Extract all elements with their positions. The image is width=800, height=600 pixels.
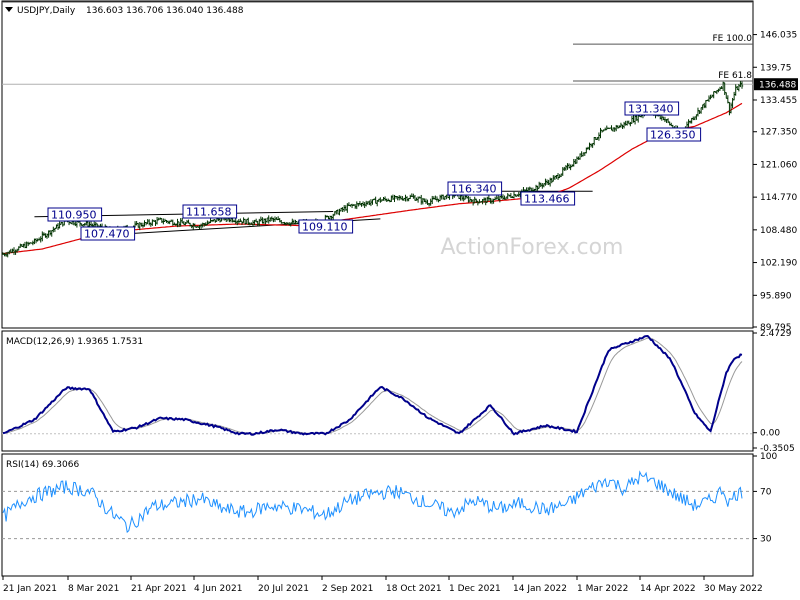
price-y-tick-label: 114.770 xyxy=(760,193,797,203)
annotation-label: 113.466 xyxy=(524,193,570,206)
annotation-box xyxy=(47,207,103,222)
x-tick-label: 14 Jan 2022 xyxy=(513,584,567,594)
x-tick-label: 1 Dec 2021 xyxy=(449,584,501,594)
watermark: ActionForex.com xyxy=(441,235,624,260)
ohlc-bar xyxy=(740,81,744,89)
price-y-tick-label: 127.350 xyxy=(760,128,797,138)
price-axis: 146.035 139.75 133.455 127.350 121.060 114.77… xyxy=(753,31,798,333)
price-y-tick-label: 108.480 xyxy=(760,226,797,236)
annotation-label: 111.658 xyxy=(186,206,232,219)
macd-axis: 2.4729 0.00 -0.3505 xyxy=(753,329,795,454)
price-y-tick-label: 95.890 xyxy=(760,291,792,301)
last-price-badge xyxy=(754,78,798,91)
fib-level-label: FE 100.0 xyxy=(713,0,753,2)
macd-y-tick-label: -0.3505 xyxy=(760,444,795,454)
rsi-title: RSI(14) 69.3066 xyxy=(6,460,79,470)
price-y-tick-label: 133.455 xyxy=(760,96,797,106)
x-tick-label: 1 Mar 2022 xyxy=(577,584,628,594)
x-tick-label: 18 Oct 2021 xyxy=(386,584,442,594)
rsi-y-tick-label: 70 xyxy=(760,487,772,497)
annotation-label: 110.950 xyxy=(51,209,97,222)
rsi-panel-frame xyxy=(1,453,754,577)
annotation-box xyxy=(520,191,576,206)
rsi-y-tick-label: 100 xyxy=(760,452,777,462)
rsi-axis: 100 70 30 xyxy=(753,452,777,545)
price-annotations: 110.950 107.470 111.658 109.110 116.340 113.4… xyxy=(47,101,702,241)
price-y-tick-label: 102.190 xyxy=(760,259,797,269)
x-tick-label: 2 Sep 2021 xyxy=(322,584,373,594)
annotation-label: 126.350 xyxy=(650,129,696,142)
price-y-tick-label: 121.060 xyxy=(760,160,797,170)
annotation-box xyxy=(182,204,238,219)
annotation-label: 109.110 xyxy=(302,221,348,234)
price-y-tick-label: 89.795 xyxy=(760,323,792,333)
annotation-box xyxy=(298,219,354,234)
x-tick-label: 21 Jan 2021 xyxy=(3,584,57,594)
price-y-tick-label: 139.75 xyxy=(760,63,792,73)
x-tick-label: 21 Apr 2021 xyxy=(131,584,187,594)
price-y-tick-label: 146.035 xyxy=(760,31,797,41)
annotation-box xyxy=(447,181,503,196)
dropdown-triangle-icon xyxy=(5,7,13,12)
rsi-layer xyxy=(2,470,753,540)
macd-title: MACD(12,26,9) 1.9365 1.7531 xyxy=(6,337,143,347)
macd-line xyxy=(2,334,743,436)
macd-layer xyxy=(2,334,753,436)
x-tick-label: 20 Jul 2021 xyxy=(258,584,309,594)
price-panel-frame xyxy=(1,0,754,329)
price-ohlc-header: 136.603 136.706 136.040 136.488 xyxy=(86,6,244,16)
last-price-label: 136.488 xyxy=(759,81,796,91)
price-title-group: USDJPY,Daily 136.603 136.706 136.040 136… xyxy=(5,6,244,16)
fib-extension-levels: FE 100.0 FE 100.0 FE 61.8 xyxy=(2,0,753,82)
price-title: USDJPY,Daily xyxy=(17,6,76,16)
macd-signal-line xyxy=(3,337,743,435)
rsi-y-tick-label: 30 xyxy=(760,535,772,545)
x-tick-label: 30 May 2022 xyxy=(704,584,763,594)
annotation-label: 131.340 xyxy=(628,103,674,116)
annotation-label: 116.340 xyxy=(451,183,497,196)
annotation-box xyxy=(624,101,680,116)
x-axis: 21 Jan 2021 8 Mar 2021 21 Apr 2021 4 Jun 20… xyxy=(2,576,763,594)
x-tick-label: 4 Jun 2021 xyxy=(194,584,242,594)
rsi-line xyxy=(2,470,743,534)
annotation-box xyxy=(646,127,702,142)
macd-y-tick-label: 2.4729 xyxy=(760,329,792,339)
fib-level-label: FE 61.8 xyxy=(718,71,752,81)
annotation-label: 107.470 xyxy=(84,228,130,241)
macd-y-tick-label: 0.00 xyxy=(760,429,780,439)
annotation-box xyxy=(80,226,136,241)
fib-level-label: FE 100.0 xyxy=(713,34,753,44)
x-tick-label: 8 Mar 2021 xyxy=(68,584,119,594)
x-tick-label: 14 Apr 2022 xyxy=(640,584,696,594)
